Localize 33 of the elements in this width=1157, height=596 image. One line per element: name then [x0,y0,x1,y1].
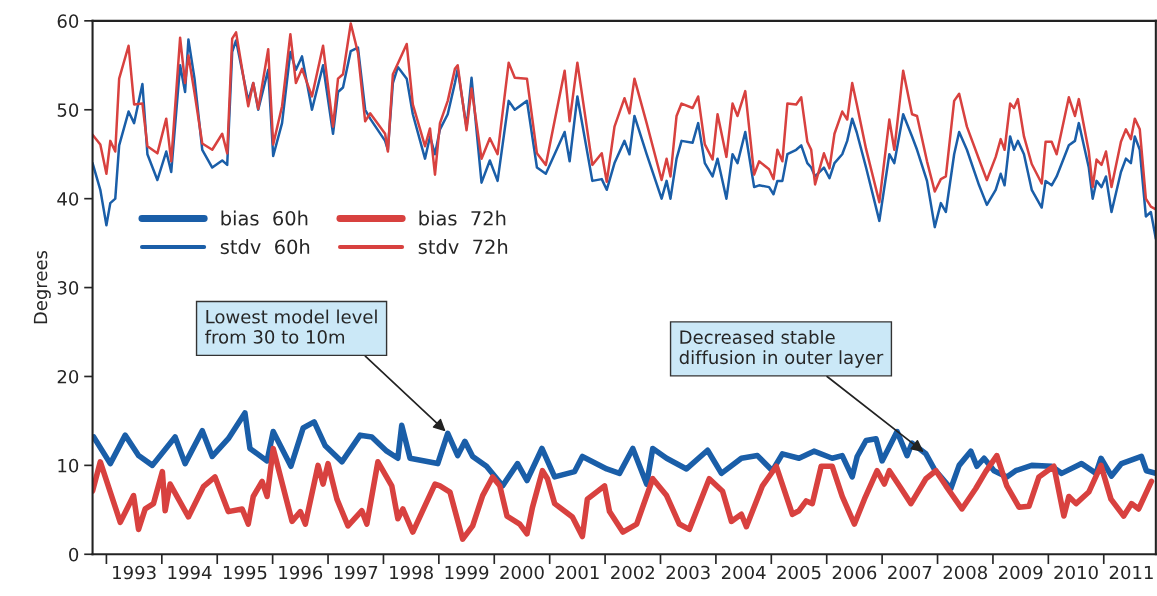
x-tick-label: 1995 [223,565,267,580]
x-tick-label: 1993 [113,565,156,580]
x-tick-label: 2006 [832,565,877,580]
y-tick-label: 30 [57,281,79,295]
x-tick-label: 1998 [390,565,433,580]
y-tick-label: 50 [57,103,79,117]
legend-label: bias 72h [419,210,506,226]
y-tick-label: 60 [57,14,79,28]
legend-label: stdv 60h [220,239,310,255]
x-tick-label: 2001 [555,565,599,580]
x-tick-label: 2004 [721,565,766,580]
y-tick-label: 0 [69,547,79,562]
legend-label: stdv 72h [418,239,508,255]
annotation: Lowest model level from 30 to 10m [205,309,377,344]
x-tick-label: 2002 [611,565,654,580]
x-tick-label: 2000 [500,565,544,580]
x-tick-label: 2008 [943,565,987,580]
y-tick-label: 10 [58,458,79,473]
x-tick-label: 2005 [777,565,821,580]
x-tick-label: 2010 [1054,565,1098,580]
x-tick-label: 1997 [334,565,378,580]
x-tick-label: 1999 [445,565,489,580]
x-tick-label: 1996 [279,565,323,580]
x-tick-label: 2011 [1109,565,1153,580]
legend-label: bias 60h [221,210,308,226]
y-tick-label: 20 [57,369,79,384]
annotation: Decreased stable diffusion in outer layer [679,330,884,368]
x-tick-label: 1994 [168,565,212,580]
y-tick-label: 40 [57,192,79,206]
x-tick-label: 2007 [888,565,932,580]
x-tick-label: 2009 [998,565,1043,580]
y-axis-title: Degrees [33,250,51,324]
x-tick-label: 2003 [666,565,710,580]
